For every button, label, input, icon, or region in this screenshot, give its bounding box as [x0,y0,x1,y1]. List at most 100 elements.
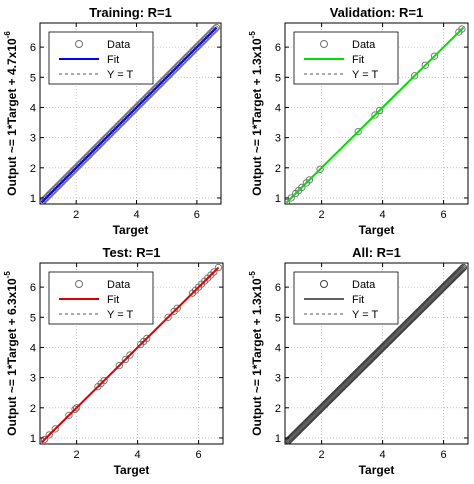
training-data-point [143,93,151,101]
training-data-point [120,116,128,124]
test-y-tick-label: 5 [30,312,36,324]
training-data-point [77,159,85,167]
test-data-point [121,355,130,364]
training-x-axis-label: Target [113,223,149,237]
training-data-point [121,114,130,123]
training-data-point [153,83,161,91]
training-data-point [176,60,184,68]
validation-data-point [371,111,379,119]
training-data-point [146,90,154,98]
test-data-point [71,405,79,413]
training-data-point [63,173,71,181]
training-data-point [149,87,157,95]
training-data-point [193,42,202,51]
training-data-point [47,189,55,197]
test-y-tick-label: 3 [30,373,36,385]
training-data-point [174,61,183,70]
training-data-point [81,155,89,163]
all-data-point [458,264,467,273]
training-data-point [180,56,188,64]
test-y-tick-label: 6 [30,282,36,294]
all-legend-data-swatch [320,280,328,288]
training-data-point [73,163,81,171]
training-panel: 2 4 6 1 2 3 4 5 6 Training: R=1 Target Output ~= 1*… [3,5,222,237]
training-data-point [169,67,177,75]
all-y-tick-label: 5 [275,312,281,324]
training-data-point [71,164,80,173]
test-data-point [45,431,53,439]
training-data-point [51,185,59,193]
training-data-point [161,75,169,83]
test-data-point [65,411,73,419]
validation-panel: 2 4 6 1 2 3 4 5 6 Validation: R=1 Target Output ~= … [248,5,469,237]
training-data-point [135,101,143,109]
test-data-point [173,304,181,312]
training-data-point [123,113,131,121]
training-data-point [136,99,145,108]
test-data-point [143,334,151,343]
training-data-point [69,167,77,175]
test-data-point [214,263,223,272]
training-data-point [181,55,189,63]
validation-data-point [375,106,384,115]
training-data-point [45,190,54,199]
test-data-layer [40,263,223,444]
training-data-point [89,147,97,155]
training-data-point [67,169,75,177]
test-data-point [164,313,172,321]
training-legend-label: Data [107,39,131,51]
validation-y-tick-label: 1 [275,193,281,205]
validation-data-point [421,61,429,69]
all-y-tick-label: 1 [275,433,281,445]
training-data-point [52,183,61,192]
training-data-point [48,187,57,196]
training-data-point [157,79,165,87]
training-data-point [134,102,142,110]
training-y-axis-label: Output ~= 1*Target + 4.7x10-6 [3,31,19,196]
all-y-axis-label: Output ~= 1*Target + 1.3x10-5 [248,271,264,436]
all-y-tick-label: 2 [275,403,281,415]
test-title: Test: R=1 [103,245,161,260]
test-x-tick-label: 6 [196,449,202,461]
training-data-point [82,154,90,162]
all-y-tick-label: 4 [275,342,281,354]
training-data-point [58,178,66,186]
test-panel: 2 4 6 1 2 3 4 5 6 Test: R=1 Target Output ~= 1*Targ… [3,245,224,477]
all-axes-box [284,262,469,445]
all-legend-label: Fit [352,294,364,306]
training-data-point [158,78,166,86]
training-data-point [191,45,199,53]
training-data-point [212,23,221,32]
training-legend-data-swatch [75,40,83,48]
training-data-point [165,71,173,79]
training-data-point [126,110,134,118]
test-data-point [115,361,123,370]
training-data-point [203,33,211,41]
training-y-tick-label: 3 [30,133,36,145]
training-data-point [90,145,99,154]
validation-data-point [298,183,306,192]
training-data-point [151,84,160,93]
training-y-axis-label-text: Output ~= 1*Target + 4.7x10 [5,38,19,196]
training-data-point [112,124,120,132]
training-data-point [62,174,70,182]
validation-x-axis-label: Target [359,223,395,237]
training-data-point [211,25,219,33]
validation-y-tick-label: 6 [275,42,281,54]
training-data-point [56,179,65,188]
all-x-axis-label: Target [359,463,395,477]
all-data-point [459,263,468,272]
training-y-tick-label: 6 [30,42,36,54]
all-legend-label: Y = T [352,309,378,321]
training-y-tick-label: 2 [30,163,36,175]
training-data-point [55,181,63,189]
training-data-point [130,106,138,114]
all-legend: Data Fit Y = T [293,271,399,325]
training-data-point [104,132,112,140]
training-fit-line [40,26,218,204]
validation-legend-label: Data [352,39,376,51]
training-data-point [70,166,78,174]
training-data-point [88,148,96,156]
training-data-point [182,53,191,62]
